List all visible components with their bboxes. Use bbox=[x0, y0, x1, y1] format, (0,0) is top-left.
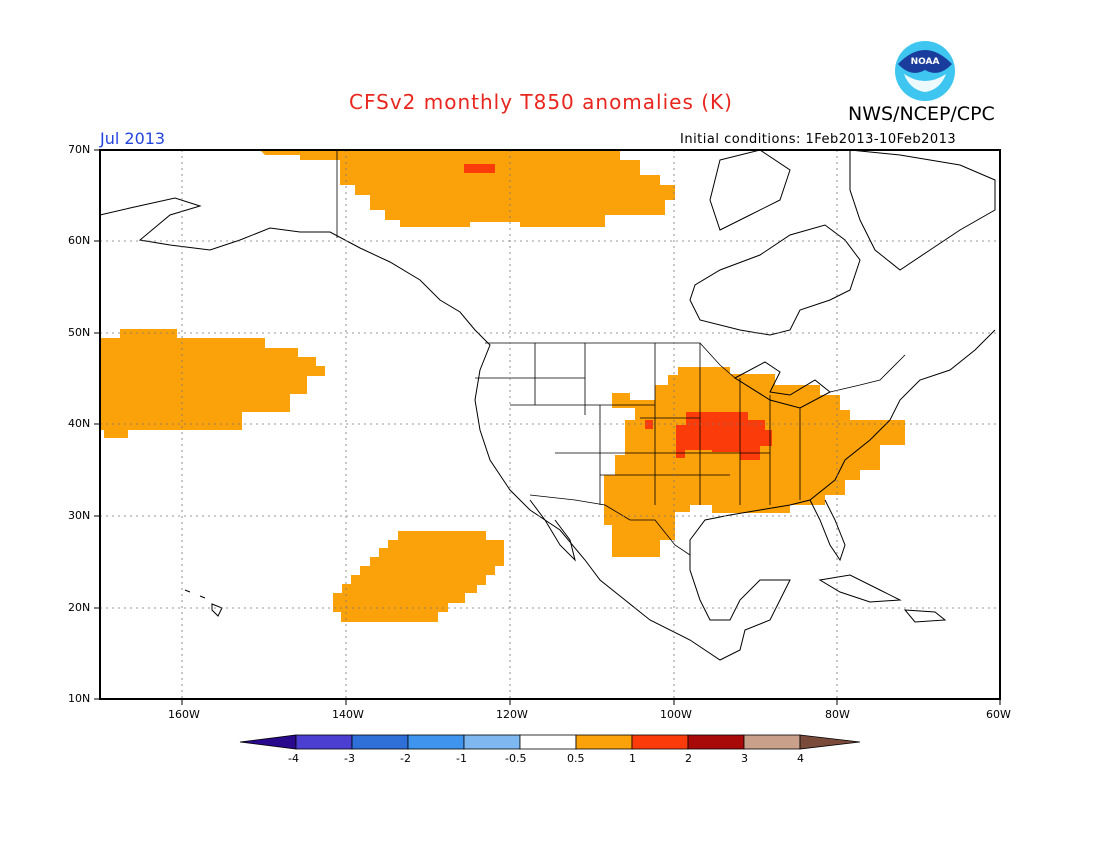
coastline-alaska bbox=[99, 197, 996, 661]
coastline-florida bbox=[809, 499, 846, 562]
lat-label-20n: 20N bbox=[68, 601, 91, 614]
border-us-mexico bbox=[529, 494, 691, 556]
agency-label: NWS/NCEP/CPC bbox=[848, 103, 995, 125]
colorbar bbox=[239, 734, 861, 750]
lon-label-140w: 140W bbox=[332, 708, 364, 721]
colorbar-bin-3 bbox=[407, 734, 465, 750]
anomaly-region-canada bbox=[260, 150, 675, 227]
coastline-greenland bbox=[849, 149, 996, 271]
colorbar-label-1: 1 bbox=[629, 752, 636, 765]
coastline-arctic-islands bbox=[709, 149, 791, 231]
colorbar-bin-7 bbox=[631, 734, 689, 750]
coastline-baja bbox=[529, 499, 576, 562]
colorbar-bin-5 bbox=[519, 734, 577, 750]
coastline-cuba bbox=[818, 574, 902, 603]
colorbar-label-4: 4 bbox=[797, 752, 804, 765]
lat-label-50n: 50N bbox=[68, 326, 91, 339]
anomaly-region-canada-strong bbox=[464, 164, 495, 173]
lon-label-160w: 160W bbox=[168, 708, 200, 721]
lat-label-60n: 60N bbox=[68, 234, 91, 247]
lat-label-10n: 10N bbox=[68, 692, 91, 705]
colorbar-bin-8 bbox=[687, 734, 745, 750]
logo-text: NOAA bbox=[911, 57, 940, 67]
colorbar-bin-4 bbox=[463, 734, 521, 750]
colorbar-bin-2 bbox=[351, 734, 409, 750]
coastline-hispaniola bbox=[903, 609, 947, 623]
lon-label-60w: 60W bbox=[986, 708, 1011, 721]
anomaly-region-subtropical-pacific bbox=[333, 531, 504, 622]
coastlines bbox=[99, 149, 996, 661]
lat-label-30n: 30N bbox=[68, 509, 91, 522]
political-borders bbox=[336, 150, 906, 556]
colorbar-label-neg2: -2 bbox=[400, 752, 411, 765]
colorbar-bin-1 bbox=[295, 734, 353, 750]
border-us-canada bbox=[485, 342, 906, 393]
graticule bbox=[100, 150, 1000, 699]
colorbar-bin-9 bbox=[743, 734, 801, 750]
coastline-great-lakes bbox=[734, 361, 831, 409]
colorbar-label-2: 2 bbox=[685, 752, 692, 765]
colorbar-label-neg4: -4 bbox=[288, 752, 299, 765]
colorbar-label-neg05: -0.5 bbox=[505, 752, 527, 765]
coastline-hawaii bbox=[184, 589, 223, 617]
lon-label-100w: 100W bbox=[660, 708, 692, 721]
colorbar-label-05: 0.5 bbox=[567, 752, 585, 765]
colorbar-label-neg1: -1 bbox=[456, 752, 467, 765]
lon-label-120w: 120W bbox=[496, 708, 528, 721]
map-title: CFSv2 monthly T850 anomalies (K) bbox=[349, 90, 733, 114]
lat-label-40n: 40N bbox=[68, 417, 91, 430]
initial-conditions: Initial conditions: 1Feb2013-10Feb2013 bbox=[680, 132, 957, 147]
colorbar-bin-6 bbox=[575, 734, 633, 750]
anomaly-region-united-states bbox=[604, 367, 905, 557]
anomaly-region-small-strong bbox=[645, 420, 653, 429]
anomaly-shading bbox=[100, 150, 905, 622]
colorbar-label-3: 3 bbox=[741, 752, 748, 765]
colorbar-low-arrow bbox=[239, 734, 297, 750]
anomaly-region-north-pacific bbox=[100, 329, 325, 438]
tick-marks bbox=[94, 149, 1001, 705]
noaa-logo: NOAA bbox=[895, 41, 955, 101]
lat-label-70n: 70N bbox=[68, 143, 91, 156]
colorbar-label-neg3: -3 bbox=[344, 752, 355, 765]
lon-label-80w: 80W bbox=[825, 708, 850, 721]
colorbar-high-arrow bbox=[799, 734, 861, 750]
forecast-period: Jul 2013 bbox=[100, 129, 166, 148]
border-state-rows bbox=[475, 377, 770, 476]
coastline-hudson-bay bbox=[689, 224, 861, 336]
